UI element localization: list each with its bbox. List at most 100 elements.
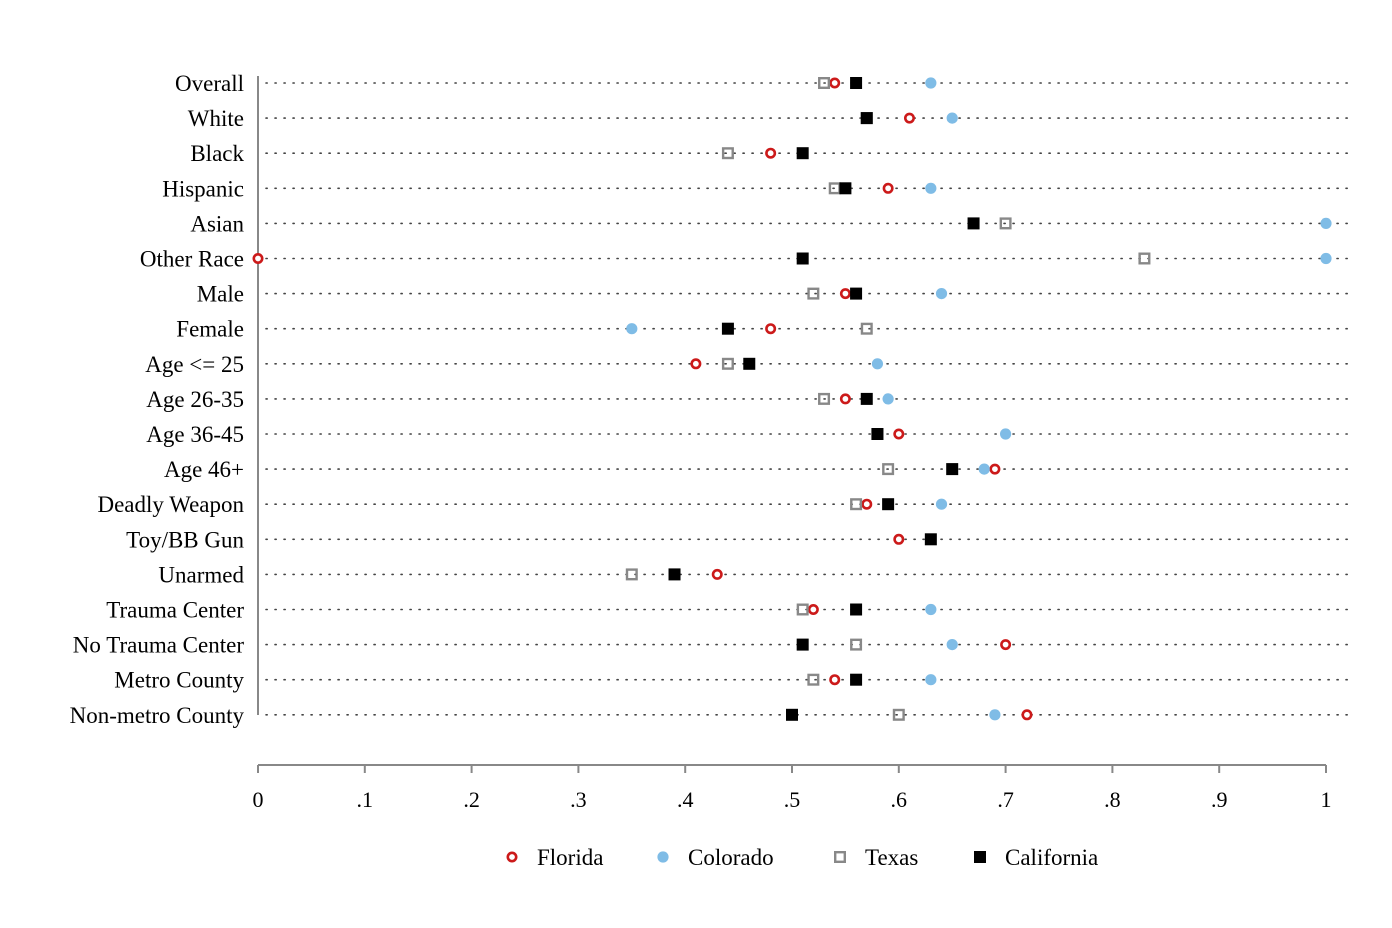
point-florida-female [765,323,777,335]
point-florida-age-25 [690,358,702,370]
legend-label-california: California [1005,845,1098,870]
category-label-trauma-center: Trauma Center [106,598,244,623]
x-tick-labels: 0 .1 .2 .3 .4 .5 .6 .7 .8 .9 1 [253,787,1332,812]
point-colorado-white [946,112,958,124]
legend-marker-texas [834,851,847,864]
point-california-deadly-weapon [882,498,895,511]
category-label-male: Male [197,282,244,307]
x-tick-label: .9 [1211,787,1228,812]
point-colorado-male [935,288,948,300]
point-california-white [860,112,873,125]
point-california-age-46 [946,463,959,476]
category-label-asian: Asian [190,211,244,236]
legend-marker-florida [506,851,518,863]
point-texas-trauma-center [796,603,809,616]
point-colorado-age-25 [871,358,884,370]
point-colorado-other-race [1320,252,1332,265]
legend-label-florida: Florida [537,845,603,870]
x-tick-label: .5 [784,787,801,812]
point-florida-trauma-center [807,603,819,615]
point-california-trauma-center [850,603,863,616]
point-florida-toy-bb-gun [893,533,905,545]
point-california-overall [850,77,863,89]
point-california-female [721,322,734,335]
category-label-other-race: Other Race [140,247,244,272]
point-florida-age-36-45 [893,428,905,440]
category-label-female: Female [176,317,244,342]
point-california-metro-county [850,673,863,686]
x-tick-label: .4 [677,787,694,812]
point-california-hispanic [839,182,852,195]
category-label-toy-bb-gun: Toy/BB Gun [126,527,244,552]
category-label-age-46: Age 46+ [164,457,244,482]
point-florida-non-metro-county [1021,709,1033,721]
point-florida-white [903,112,915,124]
point-colorado-female [626,323,638,335]
point-florida-overall [829,77,841,89]
point-texas-age-46 [882,463,895,476]
point-texas-other-race [1138,252,1151,265]
point-california-age-36-45 [871,428,884,440]
point-colorado-asian [1320,217,1332,229]
point-california-age-26-35 [860,392,873,405]
point-texas-no-trauma-center [850,638,863,651]
category-labels: Overall White Black Hispanic Asian Other Race… [70,71,245,728]
point-texas-unarmed [625,568,638,581]
category-label-no-trauma-center: No Trauma Center [73,633,245,658]
point-florida-hispanic [882,182,894,194]
point-florida-unarmed [711,568,723,580]
category-label-age-36-45: Age 36-45 [146,422,244,447]
x-tick-label: .2 [463,787,480,812]
point-colorado-non-metro-county [989,709,1001,721]
x-tick-label: .7 [997,787,1014,812]
x-tick-label: 0 [253,787,264,812]
data-points [252,76,1332,721]
point-colorado-deadly-weapon [935,498,948,510]
x-tick-label: .8 [1104,787,1121,812]
x-tick-label: .3 [570,787,587,812]
point-california-toy-bb-gun [924,533,937,546]
point-california-no-trauma-center [796,638,809,651]
category-label-age-26-35: Age 26-35 [146,387,244,412]
category-label-hispanic: Hispanic [162,176,244,201]
point-texas-non-metro-county [892,708,905,721]
point-colorado-overall [925,77,937,89]
point-colorado-hispanic [925,182,937,194]
point-florida-age-26-35 [839,393,851,405]
grid-lines [265,82,1353,716]
category-label-deadly-weapon: Deadly Weapon [97,492,244,517]
category-label-age-25: Age <= 25 [145,352,244,377]
point-texas-male [807,287,820,300]
point-colorado-metro-county [925,674,937,686]
point-texas-asian [999,217,1012,230]
point-california-other-race [796,252,809,265]
category-label-unarmed: Unarmed [158,562,244,587]
point-colorado-trauma-center [925,603,937,616]
point-texas-deadly-weapon [850,498,863,511]
point-texas-age-26-35 [818,392,831,405]
category-label-white: White [188,106,244,131]
category-label-non-metro-county: Non-metro County [70,703,245,728]
point-colorado-age-26-35 [882,393,894,405]
x-tick-label: .1 [357,787,374,812]
point-florida-black [765,147,777,159]
point-florida-other-race [252,253,264,265]
legend-marker-colorado [657,851,669,863]
point-florida-male [839,288,851,300]
point-texas-black [721,147,734,160]
point-california-male [850,287,863,300]
point-florida-deadly-weapon [861,498,873,510]
point-california-unarmed [668,568,681,581]
legend: Florida Colorado Texas California [506,845,1098,870]
point-california-black [796,147,809,160]
point-california-asian [967,217,980,230]
point-california-age-25 [743,357,756,370]
legend-marker-california [974,851,986,863]
point-florida-metro-county [829,674,841,686]
point-texas-metro-county [807,673,820,686]
category-label-black: Black [190,141,244,166]
point-colorado-no-trauma-center [946,639,958,651]
point-texas-female [860,322,873,335]
category-label-overall: Overall [175,71,244,96]
